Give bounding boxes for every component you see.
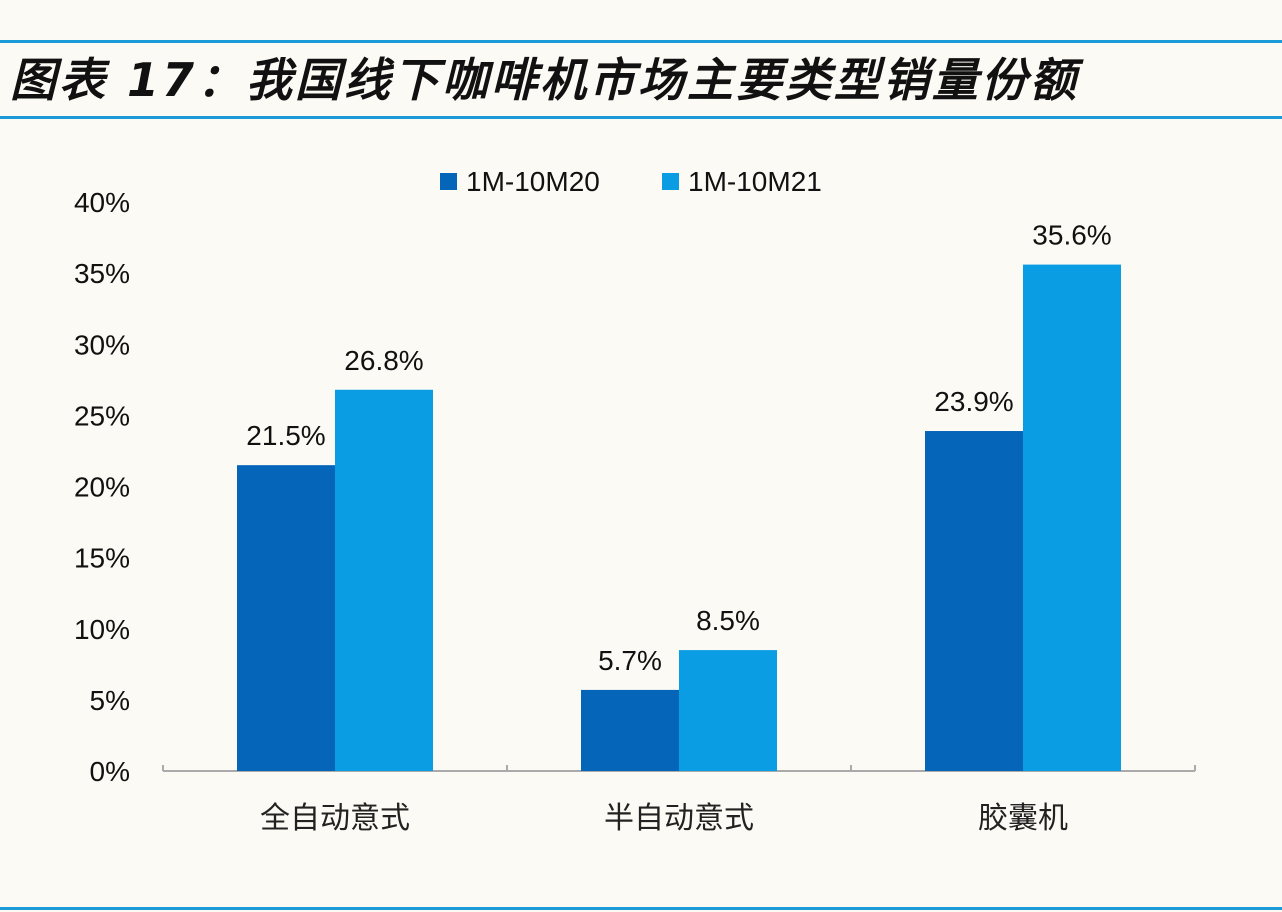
bar-1	[581, 689, 679, 771]
x-tick-label: 半自动意式	[604, 802, 754, 835]
data-label: 8.5%	[696, 605, 760, 636]
bar-1	[237, 465, 335, 771]
data-label: 21.5%	[246, 420, 325, 451]
y-tick-label: 5%	[90, 685, 130, 716]
top-rule	[0, 40, 1282, 43]
y-tick-label: 10%	[74, 614, 130, 645]
y-tick-label: 35%	[74, 258, 130, 289]
bar-2	[335, 389, 433, 771]
legend-label: 1M-10M21	[688, 166, 822, 197]
y-tick-label: 40%	[74, 187, 130, 218]
bar-1	[925, 431, 1023, 771]
legend-swatch	[440, 173, 457, 190]
data-label: 5.7%	[598, 645, 662, 676]
y-tick-label: 0%	[90, 756, 130, 787]
y-tick-label: 20%	[74, 472, 130, 503]
chart-title: 图表 17：我国线下咖啡机市场主要类型销量份额	[10, 53, 1080, 107]
x-tick-label: 全自动意式	[260, 802, 410, 835]
x-tick-label: 胶囊机	[978, 802, 1068, 835]
y-tick-label: 30%	[74, 329, 130, 360]
legend-label: 1M-10M20	[466, 166, 600, 197]
bar-2	[679, 650, 777, 771]
data-label: 35.6%	[1032, 220, 1111, 251]
legend-swatch	[662, 173, 679, 190]
bar-2	[1023, 264, 1121, 771]
data-label: 23.9%	[934, 386, 1013, 417]
y-tick-label: 15%	[74, 543, 130, 574]
title-underline	[0, 116, 1282, 119]
data-label: 26.8%	[344, 345, 423, 376]
y-tick-label: 25%	[74, 400, 130, 431]
bottom-rule	[0, 907, 1282, 910]
